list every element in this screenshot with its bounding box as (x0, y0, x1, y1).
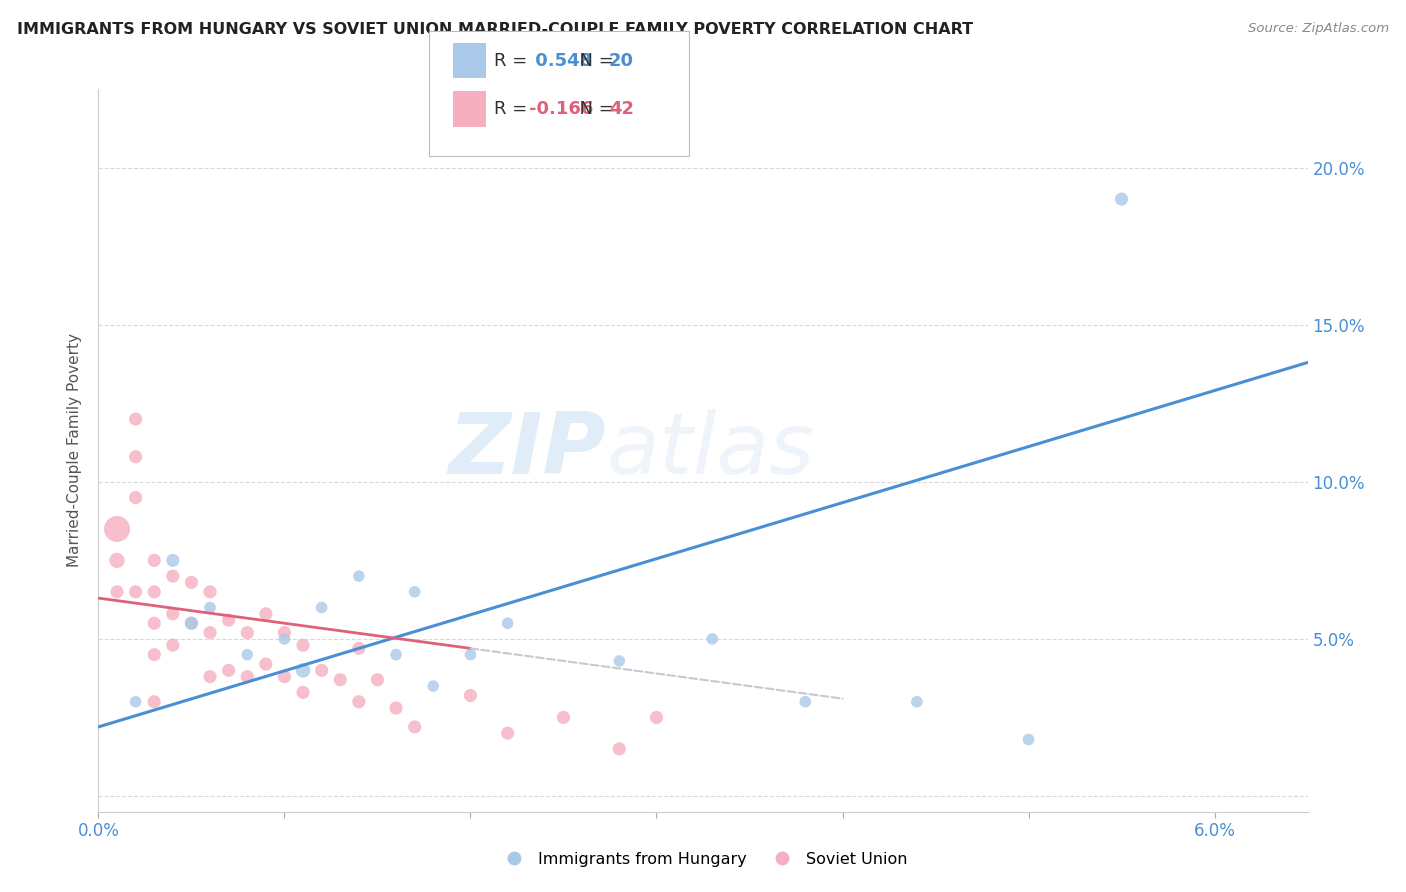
Text: R =: R = (494, 52, 533, 70)
Text: N =: N = (568, 100, 620, 118)
Point (236, 625, 259, 640)
Text: atlas: atlas (606, 409, 814, 492)
Point (273, 632, 295, 646)
Point (607, 742, 630, 756)
Point (366, 673, 388, 687)
Point (124, 695, 146, 709)
Point (254, 657, 277, 671)
Text: 20: 20 (609, 52, 634, 70)
Point (702, 632, 724, 646)
Point (329, 673, 352, 687)
Point (311, 664, 333, 678)
Point (198, 670, 221, 684)
Point (794, 695, 817, 709)
Point (180, 575, 202, 590)
Point (404, 584, 426, 599)
Point (124, 412, 146, 426)
Point (347, 641, 370, 656)
Point (347, 695, 370, 709)
Point (905, 695, 928, 709)
Legend: Immigrants from Hungary, Soviet Union: Immigrants from Hungary, Soviet Union (492, 846, 914, 873)
Text: Source: ZipAtlas.com: Source: ZipAtlas.com (1249, 22, 1389, 36)
Point (347, 569, 370, 583)
Point (607, 654, 630, 668)
Point (404, 720, 426, 734)
Text: 42: 42 (609, 100, 634, 118)
Point (1018, 732, 1040, 747)
Point (124, 584, 146, 599)
Point (292, 638, 315, 652)
Text: N =: N = (568, 52, 620, 70)
Point (292, 685, 315, 699)
Point (143, 584, 166, 599)
Point (180, 616, 202, 631)
Point (422, 679, 444, 693)
Point (218, 664, 240, 678)
Point (162, 569, 184, 583)
Point (105, 522, 128, 536)
Point (198, 600, 221, 615)
Point (124, 450, 146, 464)
Point (180, 616, 202, 631)
Point (162, 638, 184, 652)
Point (553, 710, 575, 724)
Point (236, 670, 259, 684)
Point (105, 584, 128, 599)
Point (143, 553, 166, 567)
Point (460, 648, 482, 662)
Point (385, 648, 408, 662)
Text: -0.166: -0.166 (529, 100, 593, 118)
Point (273, 625, 295, 640)
Point (162, 607, 184, 621)
Point (460, 689, 482, 703)
Text: ZIP: ZIP (449, 409, 606, 492)
Point (236, 648, 259, 662)
Text: IMMIGRANTS FROM HUNGARY VS SOVIET UNION MARRIED-COUPLE FAMILY POVERTY CORRELATIO: IMMIGRANTS FROM HUNGARY VS SOVIET UNION … (17, 22, 973, 37)
Point (198, 625, 221, 640)
Point (143, 616, 166, 631)
Y-axis label: Married-Couple Family Poverty: Married-Couple Family Poverty (67, 334, 83, 567)
Point (124, 491, 146, 505)
Point (496, 616, 519, 631)
Point (311, 600, 333, 615)
Point (143, 695, 166, 709)
Text: 0.548: 0.548 (529, 52, 592, 70)
Point (385, 701, 408, 715)
Point (198, 584, 221, 599)
Text: R =: R = (494, 100, 533, 118)
Point (273, 670, 295, 684)
Point (254, 607, 277, 621)
Point (162, 553, 184, 567)
Point (218, 613, 240, 627)
Point (292, 664, 315, 678)
Point (105, 553, 128, 567)
Point (496, 726, 519, 740)
Point (1111, 192, 1133, 206)
Point (645, 710, 668, 724)
Point (143, 648, 166, 662)
